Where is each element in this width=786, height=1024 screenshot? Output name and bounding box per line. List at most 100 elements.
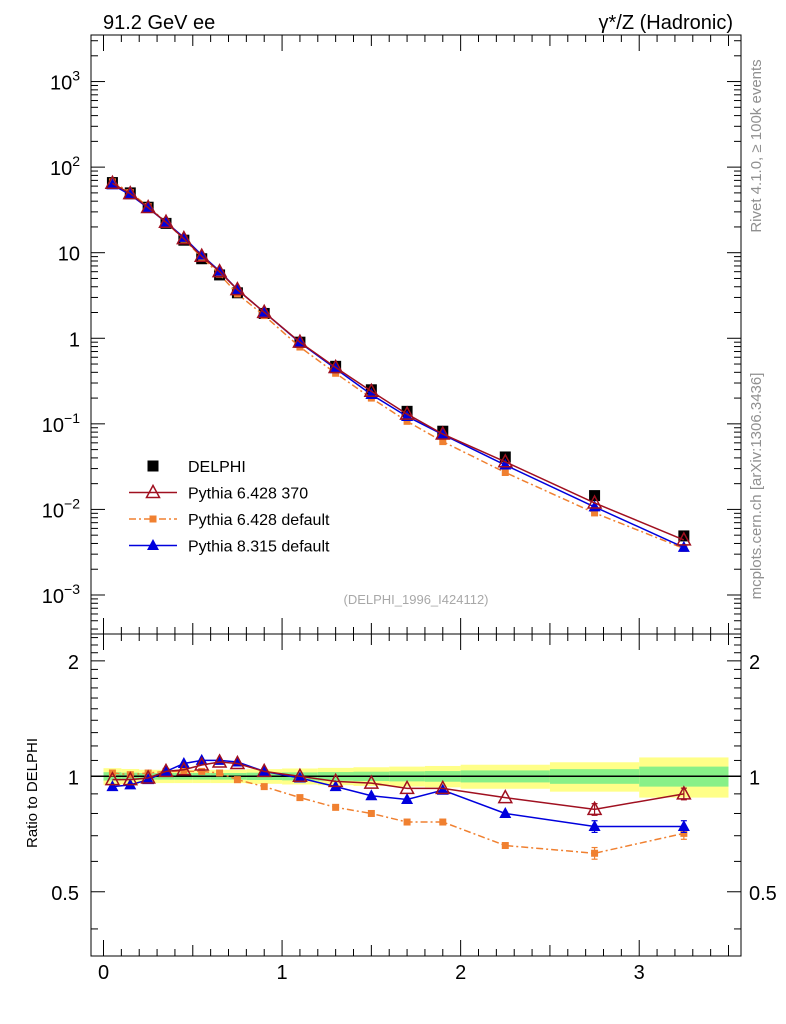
data-point xyxy=(499,451,511,463)
data-point xyxy=(403,417,411,425)
ratio-ylabel: Ratio to DELPHI xyxy=(24,738,41,848)
y-tick-label: 1 xyxy=(69,329,80,351)
ratio-point xyxy=(211,753,228,768)
legend-marker xyxy=(147,460,159,472)
ratio-y-tick-label-right: 0.5 xyxy=(749,883,777,905)
legend-marker xyxy=(147,539,159,550)
header-right: γ*/Z (Hadronic) xyxy=(599,12,733,34)
x-tick-label: 3 xyxy=(634,962,645,984)
mcplots-label: mcplots.cern.ch [arXiv:1306.3436] xyxy=(748,373,765,600)
ratio-y-tick-label-right: 1 xyxy=(749,767,760,789)
ratio-point xyxy=(439,818,447,826)
data-point xyxy=(195,248,208,260)
ratio-point xyxy=(497,789,514,804)
data-point xyxy=(497,453,514,468)
data-point xyxy=(193,247,210,262)
data-point xyxy=(140,198,156,214)
ratio-point xyxy=(332,803,340,811)
ratio-point xyxy=(258,764,271,776)
ratio-point xyxy=(158,762,174,778)
ratio-point xyxy=(198,767,206,775)
data-point xyxy=(177,230,190,242)
ratio-point xyxy=(588,819,601,831)
x-tick-label: 1 xyxy=(277,962,288,984)
data-point xyxy=(678,530,690,542)
data-point xyxy=(104,174,121,190)
ratio-point xyxy=(176,761,192,776)
y-tick-label: 10 xyxy=(58,244,80,266)
data-point xyxy=(229,281,246,296)
y-tick-label: 102 xyxy=(50,153,80,180)
y-tick-label: 103 xyxy=(50,68,80,95)
ratio-point xyxy=(260,783,268,791)
data-point xyxy=(401,409,414,421)
data-point xyxy=(176,230,192,245)
x-tick-label: 0 xyxy=(98,962,109,984)
y-tick-label: 10−3 xyxy=(42,581,80,608)
data-point xyxy=(588,500,601,512)
data-point xyxy=(677,540,690,552)
ratio-frame xyxy=(90,633,742,957)
data-point xyxy=(676,531,692,546)
ratio-point xyxy=(140,769,156,784)
ratio-point xyxy=(180,767,188,775)
ratio-point xyxy=(401,793,414,805)
data-point xyxy=(399,405,415,420)
ratio-point xyxy=(327,772,344,788)
ratio-point xyxy=(329,780,342,792)
ratio-y-tick-label: 1 xyxy=(68,767,79,789)
data-point xyxy=(363,382,380,398)
x-tick-label: 2 xyxy=(455,962,466,984)
data-point xyxy=(327,358,344,374)
ratio-point xyxy=(363,774,380,789)
ratio-point xyxy=(677,819,690,831)
header-left: 91.2 GeV ee xyxy=(103,12,215,34)
series-line-top xyxy=(112,181,685,550)
ratio-point xyxy=(435,779,451,795)
ratio-point xyxy=(229,754,246,770)
ratio-point xyxy=(233,776,241,784)
legend-label: Pythia 8.315 default xyxy=(188,539,330,556)
ratio-point xyxy=(296,794,304,802)
ratio-point xyxy=(216,769,224,777)
data-point xyxy=(435,425,451,440)
series-line-ratio xyxy=(112,761,684,811)
data-point xyxy=(211,263,228,278)
ratio-point xyxy=(367,809,375,817)
legend-marker xyxy=(145,483,161,499)
ratio-point xyxy=(193,756,210,771)
ratio-y-tick-label: 0.5 xyxy=(51,883,79,905)
data-point xyxy=(256,303,272,319)
ratio-point xyxy=(676,785,692,800)
ratio-point xyxy=(399,779,415,795)
ratio-point xyxy=(680,829,688,837)
ratio-point xyxy=(106,780,119,792)
legend: DELPHI Pythia 6.428 370 Pythia 6.428 defau… xyxy=(129,459,330,556)
ratio-point xyxy=(124,778,137,790)
ratio-point xyxy=(126,771,134,779)
ratio-point xyxy=(586,800,603,816)
ratio-point xyxy=(292,767,308,783)
ratio-point xyxy=(591,849,599,857)
data-point xyxy=(213,264,226,276)
ratio-y-tick-label-right: 2 xyxy=(749,652,760,674)
ratio-point xyxy=(104,771,121,786)
series-line-top xyxy=(112,182,685,541)
ratio-point xyxy=(144,769,152,777)
ratio-point xyxy=(122,771,139,786)
data-point xyxy=(439,438,447,446)
data-point xyxy=(292,333,308,348)
ratio-point xyxy=(403,818,411,826)
legend-label: Pythia 6.428 370 xyxy=(188,486,308,503)
legend-marker xyxy=(149,515,157,523)
legend-label: DELPHI xyxy=(188,459,246,476)
y-tick-label: 10−1 xyxy=(42,410,80,437)
data-point xyxy=(122,185,139,200)
ratio-point xyxy=(365,789,378,801)
data-point xyxy=(501,469,509,477)
top-panel: 10−3 10−2 10−1 1 10 102 103 xyxy=(42,34,742,635)
ratio-point xyxy=(256,762,272,778)
ratio-y-tick-label: 2 xyxy=(68,652,79,674)
rivet-label: Rivet 4.1.0, ≥ 100k events xyxy=(748,59,765,232)
